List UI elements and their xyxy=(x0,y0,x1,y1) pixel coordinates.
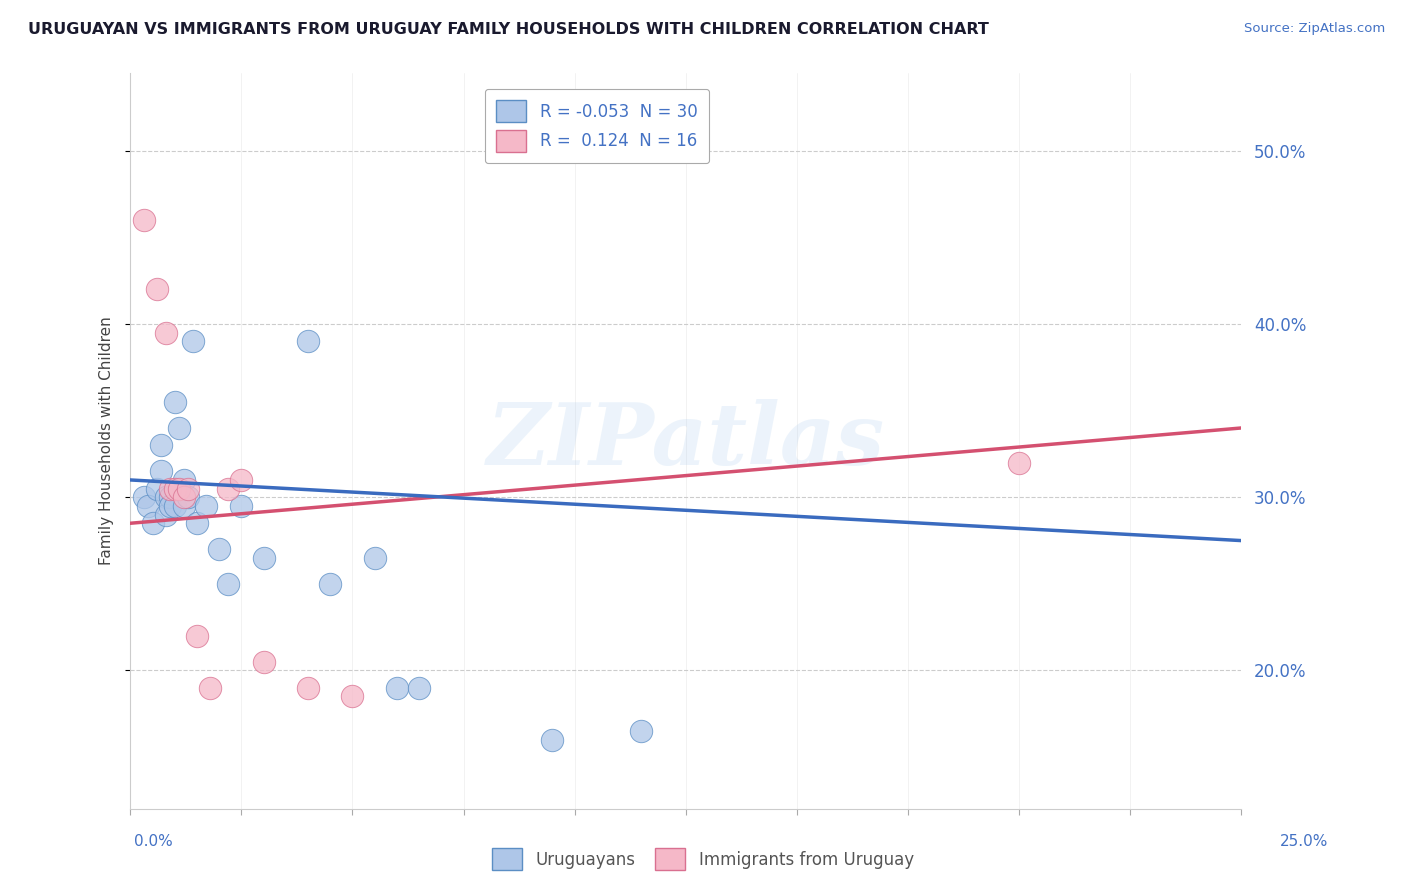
Point xyxy=(159,499,181,513)
Text: 25.0%: 25.0% xyxy=(1281,834,1329,849)
Point xyxy=(541,732,564,747)
Point xyxy=(217,482,239,496)
Point xyxy=(252,550,274,565)
Point xyxy=(297,681,319,695)
Point xyxy=(385,681,408,695)
Point xyxy=(132,213,155,227)
Point xyxy=(408,681,430,695)
Point xyxy=(297,334,319,349)
Point xyxy=(319,577,342,591)
Point xyxy=(181,334,204,349)
Point xyxy=(155,326,177,340)
Point xyxy=(177,490,200,504)
Point xyxy=(173,490,195,504)
Point xyxy=(173,499,195,513)
Point xyxy=(177,482,200,496)
Point xyxy=(155,508,177,522)
Point xyxy=(132,490,155,504)
Point xyxy=(630,724,652,739)
Point xyxy=(155,490,177,504)
Point xyxy=(163,395,186,409)
Point xyxy=(136,499,159,513)
Point xyxy=(146,482,169,496)
Point xyxy=(217,577,239,591)
Legend: R = -0.053  N = 30, R =  0.124  N = 16: R = -0.053 N = 30, R = 0.124 N = 16 xyxy=(485,88,709,163)
Point xyxy=(167,482,190,496)
Point xyxy=(186,516,208,531)
Point xyxy=(200,681,222,695)
Point xyxy=(150,438,173,452)
Point xyxy=(194,499,217,513)
Text: URUGUAYAN VS IMMIGRANTS FROM URUGUAY FAMILY HOUSEHOLDS WITH CHILDREN CORRELATION: URUGUAYAN VS IMMIGRANTS FROM URUGUAY FAM… xyxy=(28,22,988,37)
Point xyxy=(231,499,253,513)
Text: ZIPatlas: ZIPatlas xyxy=(486,400,884,483)
Point xyxy=(146,283,169,297)
Point xyxy=(159,482,181,496)
Point xyxy=(141,516,163,531)
Point xyxy=(159,490,181,504)
Text: Source: ZipAtlas.com: Source: ZipAtlas.com xyxy=(1244,22,1385,36)
Point xyxy=(1008,456,1031,470)
Point xyxy=(208,542,231,557)
Text: 0.0%: 0.0% xyxy=(134,834,173,849)
Legend: Uruguayans, Immigrants from Uruguay: Uruguayans, Immigrants from Uruguay xyxy=(485,842,921,877)
Y-axis label: Family Households with Children: Family Households with Children xyxy=(100,317,114,566)
Point xyxy=(163,499,186,513)
Point xyxy=(163,482,186,496)
Point xyxy=(363,550,385,565)
Point xyxy=(173,473,195,487)
Point xyxy=(186,629,208,643)
Point xyxy=(231,473,253,487)
Point xyxy=(150,464,173,478)
Point xyxy=(167,421,190,435)
Point xyxy=(342,690,364,704)
Point xyxy=(252,655,274,669)
